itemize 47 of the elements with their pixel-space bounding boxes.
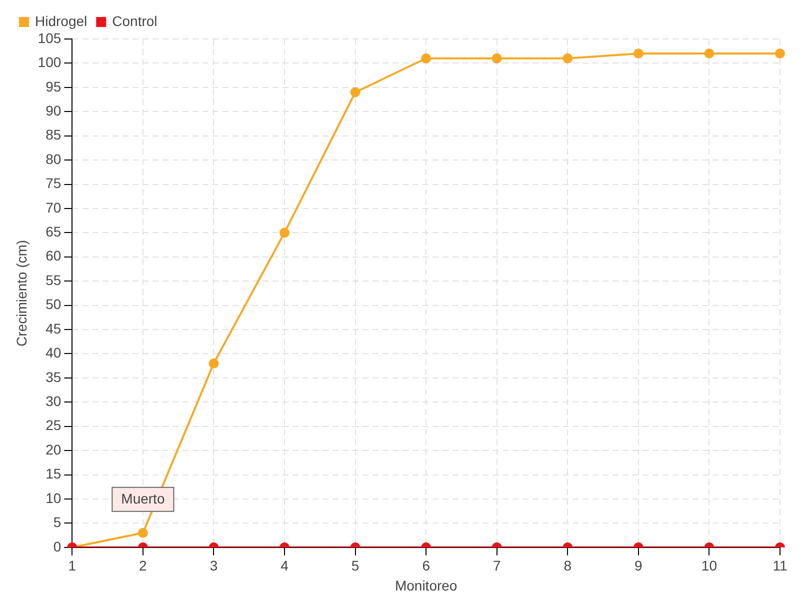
y-tick-label: 80 (46, 150, 62, 167)
y-tick-label: 105 (38, 30, 62, 46)
legend-label: Control (112, 12, 158, 29)
x-tick-label: 10 (701, 558, 718, 574)
point (775, 48, 785, 59)
x-tick-label: 2 (139, 558, 148, 574)
x-axis-title: Monitoreo (394, 577, 458, 594)
y-tick-label: 25 (46, 417, 62, 434)
point (421, 53, 432, 64)
y-tick-label: 30 (46, 393, 62, 409)
x-tick-label: 4 (280, 558, 289, 574)
x-tick-label: 6 (422, 558, 430, 574)
y-tick-label: 5 (53, 514, 62, 530)
x-tick-label: 11 (772, 558, 788, 574)
x-tick-label: 9 (634, 558, 643, 574)
y-tick-label: 40 (46, 344, 62, 361)
x-tick-label: 8 (564, 558, 572, 574)
point (562, 53, 573, 64)
y-tick-label: 10 (46, 490, 62, 506)
y-tick-label: 60 (46, 248, 62, 264)
y-tick-label: 45 (46, 320, 62, 336)
y-tick-label: 75 (46, 175, 62, 192)
y-tick-label: 70 (46, 199, 62, 216)
point (280, 228, 290, 238)
y-tick-label: 15 (46, 466, 62, 482)
y-tick-label: 50 (46, 296, 62, 312)
point (704, 48, 714, 59)
y-tick-label: 20 (46, 441, 62, 458)
point (492, 53, 502, 64)
point (208, 358, 219, 368)
x-tick-label: 5 (351, 558, 360, 574)
x-tick-label: 7 (492, 558, 501, 574)
y-tick-label: 35 (46, 368, 62, 385)
annotation: Muerto (121, 490, 165, 506)
y-tick-label: 55 (46, 272, 62, 288)
x-tick-label: 1 (68, 558, 76, 574)
y-tick-label: 100 (38, 54, 62, 70)
point (633, 48, 644, 59)
y-tick-label: 0 (53, 538, 62, 554)
y-tick-label: 95 (46, 78, 62, 94)
y-tick-label: 65 (46, 224, 62, 240)
y-tick-label: 90 (46, 102, 62, 118)
y-axis-title: Crecimiento (cm) (13, 240, 30, 346)
point (350, 87, 360, 98)
y-tick-label: 85 (46, 126, 62, 143)
x-tick-label: 3 (210, 558, 218, 574)
legend-label: Hidrogel (35, 12, 88, 29)
